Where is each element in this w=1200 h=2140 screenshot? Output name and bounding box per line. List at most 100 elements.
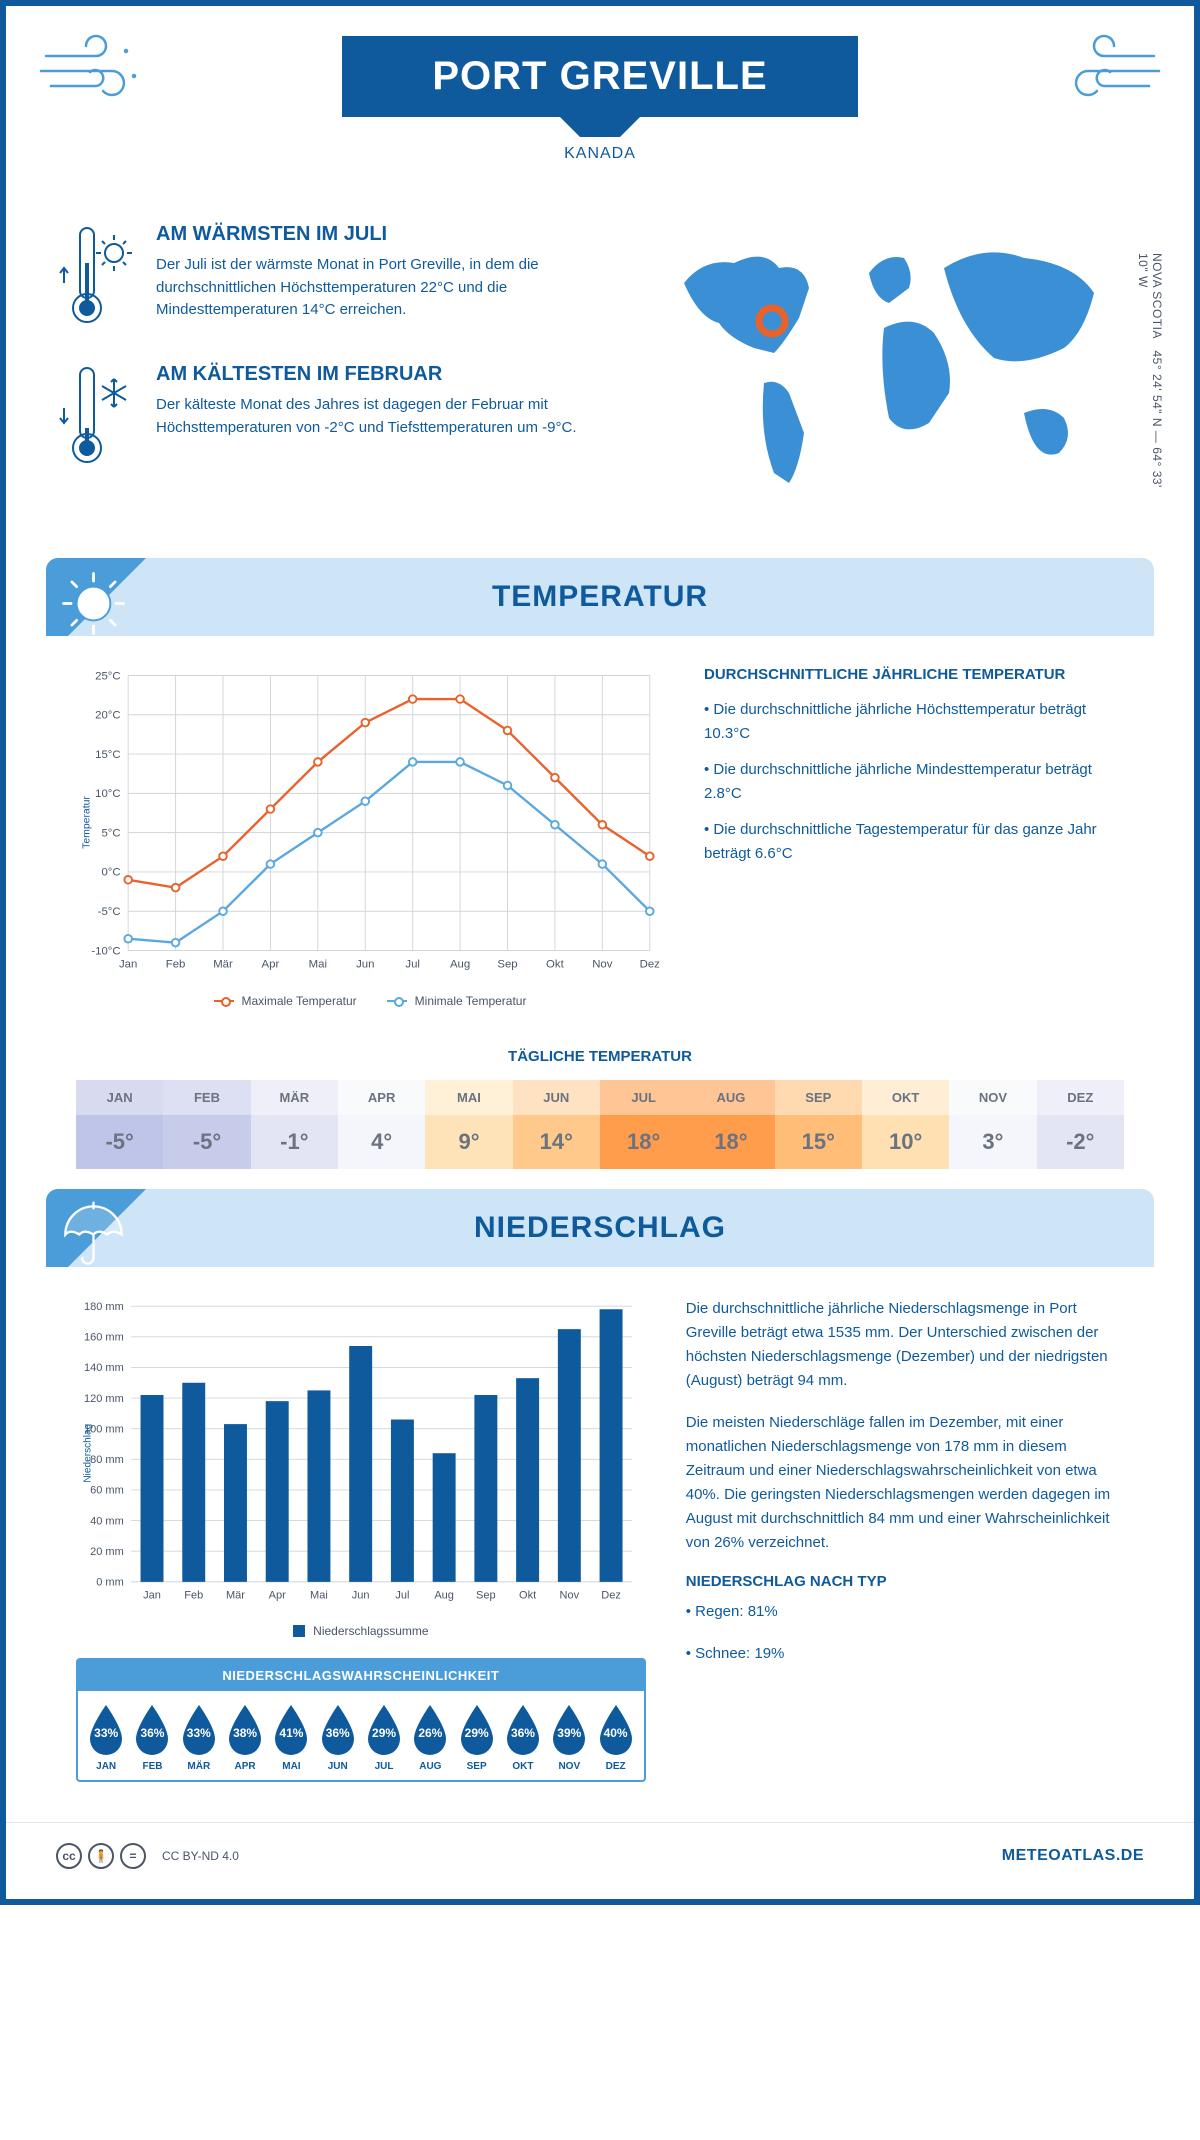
daily-cell: JAN -5° [76, 1080, 163, 1169]
svg-text:0 mm: 0 mm [96, 1576, 124, 1588]
svg-text:20 mm: 20 mm [90, 1546, 124, 1558]
svg-text:-5°C: -5°C [98, 906, 121, 918]
daily-cell: FEB -5° [163, 1080, 250, 1169]
license-icons: cc 🧍 = CC BY-ND 4.0 [56, 1843, 239, 1869]
svg-text:80 mm: 80 mm [90, 1454, 124, 1466]
prob-drop: 36% OKT [501, 1703, 545, 1772]
precip-para-1: Die durchschnittliche jährliche Niedersc… [686, 1297, 1124, 1393]
svg-text:5°C: 5°C [101, 827, 120, 839]
temp-bullet-3: • Die durchschnittliche Tagestemperatur … [704, 818, 1124, 866]
umbrella-icon [56, 1197, 131, 1267]
precipitation-section: NIEDERSCHLAG 0 mm20 mm40 mm60 mm80 mm100… [46, 1189, 1154, 1802]
intro-section: AM WÄRMSTEN IM JULI Der Juli ist der wär… [6, 213, 1194, 538]
svg-text:Mai: Mai [310, 1589, 328, 1601]
daily-temp-title: TÄGLICHE TEMPERATUR [46, 1048, 1154, 1065]
daily-cell: APR 4° [338, 1080, 425, 1169]
svg-text:Feb: Feb [166, 959, 186, 971]
prob-drop: 36% JUN [316, 1703, 360, 1772]
coordinates: NOVA SCOTIA 45° 24' 54" N — 64° 33' 10" … [1136, 253, 1164, 508]
probability-title: NIEDERSCHLAGSWAHRSCHEINLICHKEIT [78, 1660, 644, 1691]
svg-text:60 mm: 60 mm [90, 1485, 124, 1497]
prob-drop: 33% MÄR [177, 1703, 221, 1772]
svg-text:Apr: Apr [262, 959, 280, 971]
temp-bullet-2: • Die durchschnittliche jährliche Mindes… [704, 758, 1124, 806]
daily-cell: MÄR -1° [251, 1080, 338, 1169]
prob-drop: 33% JAN [84, 1703, 128, 1772]
world-map-container: NOVA SCOTIA 45° 24' 54" N — 64° 33' 10" … [644, 223, 1144, 508]
svg-text:Mär: Mär [226, 1589, 245, 1601]
svg-text:Aug: Aug [434, 1589, 454, 1601]
precip-section-title: NIEDERSCHLAG [68, 1211, 1132, 1245]
legend-min: Minimale Temperatur [387, 994, 527, 1008]
daily-cell: MAI 9° [425, 1080, 512, 1169]
daily-cell: DEZ -2° [1037, 1080, 1124, 1169]
svg-text:25°C: 25°C [95, 670, 120, 682]
svg-text:Sep: Sep [476, 1589, 496, 1601]
svg-text:180 mm: 180 mm [84, 1301, 124, 1313]
precip-para-2: Die meisten Niederschläge fallen im Deze… [686, 1411, 1124, 1555]
sun-icon [56, 566, 131, 636]
svg-text:40 mm: 40 mm [90, 1515, 124, 1527]
svg-text:Niederschlag: Niederschlag [83, 1424, 94, 1483]
nd-icon: = [120, 1843, 146, 1869]
svg-text:160 mm: 160 mm [84, 1331, 124, 1343]
warmest-title: AM WÄRMSTEN IM JULI [156, 223, 604, 246]
wind-icon-left [36, 31, 156, 111]
prob-drop: 41% MAI [269, 1703, 313, 1772]
svg-text:-10°C: -10°C [91, 945, 120, 957]
prob-drop: 29% JUL [362, 1703, 406, 1772]
svg-text:20°C: 20°C [95, 710, 120, 722]
svg-text:Aug: Aug [450, 959, 470, 971]
prob-drop: 39% NOV [547, 1703, 591, 1772]
daily-cell: JUN 14° [513, 1080, 600, 1169]
daily-cell: OKT 10° [862, 1080, 949, 1169]
svg-text:Okt: Okt [519, 1589, 536, 1601]
temp-section-title: TEMPERATUR [68, 580, 1132, 614]
prob-drop: 38% APR [223, 1703, 267, 1772]
svg-text:Jan: Jan [119, 959, 137, 971]
warmest-block: AM WÄRMSTEN IM JULI Der Juli ist der wär… [56, 223, 604, 333]
prob-drop: 26% AUG [408, 1703, 452, 1772]
daily-temp-grid: JAN -5° FEB -5° MÄR -1° APR 4° MAI 9° JU… [76, 1080, 1124, 1169]
svg-text:15°C: 15°C [95, 749, 120, 761]
svg-text:Mai: Mai [309, 959, 327, 971]
by-icon: 🧍 [88, 1843, 114, 1869]
page-subtitle: KANADA [6, 145, 1194, 163]
svg-text:Dez: Dez [640, 959, 661, 971]
svg-text:Okt: Okt [546, 959, 565, 971]
svg-text:Temperatur: Temperatur [81, 796, 92, 849]
daily-cell: AUG 18° [687, 1080, 774, 1169]
precipitation-chart: 0 mm20 mm40 mm60 mm80 mm100 mm120 mm140 … [76, 1297, 646, 1609]
daily-cell: SEP 15° [775, 1080, 862, 1169]
cc-icon: cc [56, 1843, 82, 1869]
site-name: METEOATLAS.DE [1002, 1847, 1144, 1865]
probability-box: NIEDERSCHLAGSWAHRSCHEINLICHKEIT 33% JAN … [76, 1658, 646, 1782]
precip-type-title: NIEDERSCHLAG NACH TYP [686, 1573, 1124, 1590]
svg-text:0°C: 0°C [101, 867, 120, 879]
svg-text:140 mm: 140 mm [84, 1362, 124, 1374]
header: PORT GREVILLE KANADA [6, 6, 1194, 213]
precip-type-1: • Regen: 81% [686, 1600, 1124, 1624]
coldest-text: Der kälteste Monat des Jahres ist dagege… [156, 394, 604, 439]
daily-cell: JUL 18° [600, 1080, 687, 1169]
svg-text:Nov: Nov [560, 1589, 580, 1601]
temp-info-title: DURCHSCHNITTLICHE JÄHRLICHE TEMPERATUR [704, 666, 1124, 683]
world-map-icon [644, 223, 1144, 503]
legend-precip: Niederschlagssumme [293, 1624, 428, 1638]
precip-type-2: • Schnee: 19% [686, 1642, 1124, 1666]
wind-icon-right [1044, 31, 1164, 111]
thermometer-cold-icon [56, 363, 136, 473]
svg-text:Jan: Jan [143, 1589, 161, 1601]
svg-text:Mär: Mär [213, 959, 233, 971]
svg-text:120 mm: 120 mm [84, 1393, 124, 1405]
svg-text:Dez: Dez [601, 1589, 621, 1601]
prob-drop: 40% DEZ [593, 1703, 637, 1772]
svg-text:Jun: Jun [352, 1589, 370, 1601]
svg-text:Feb: Feb [184, 1589, 203, 1601]
temp-bullet-1: • Die durchschnittliche jährliche Höchst… [704, 698, 1124, 746]
svg-text:Jul: Jul [395, 1589, 409, 1601]
svg-text:Jul: Jul [405, 959, 420, 971]
thermometer-hot-icon [56, 223, 136, 333]
footer: cc 🧍 = CC BY-ND 4.0 METEOATLAS.DE [6, 1822, 1194, 1879]
coldest-block: AM KÄLTESTEN IM FEBRUAR Der kälteste Mon… [56, 363, 604, 473]
